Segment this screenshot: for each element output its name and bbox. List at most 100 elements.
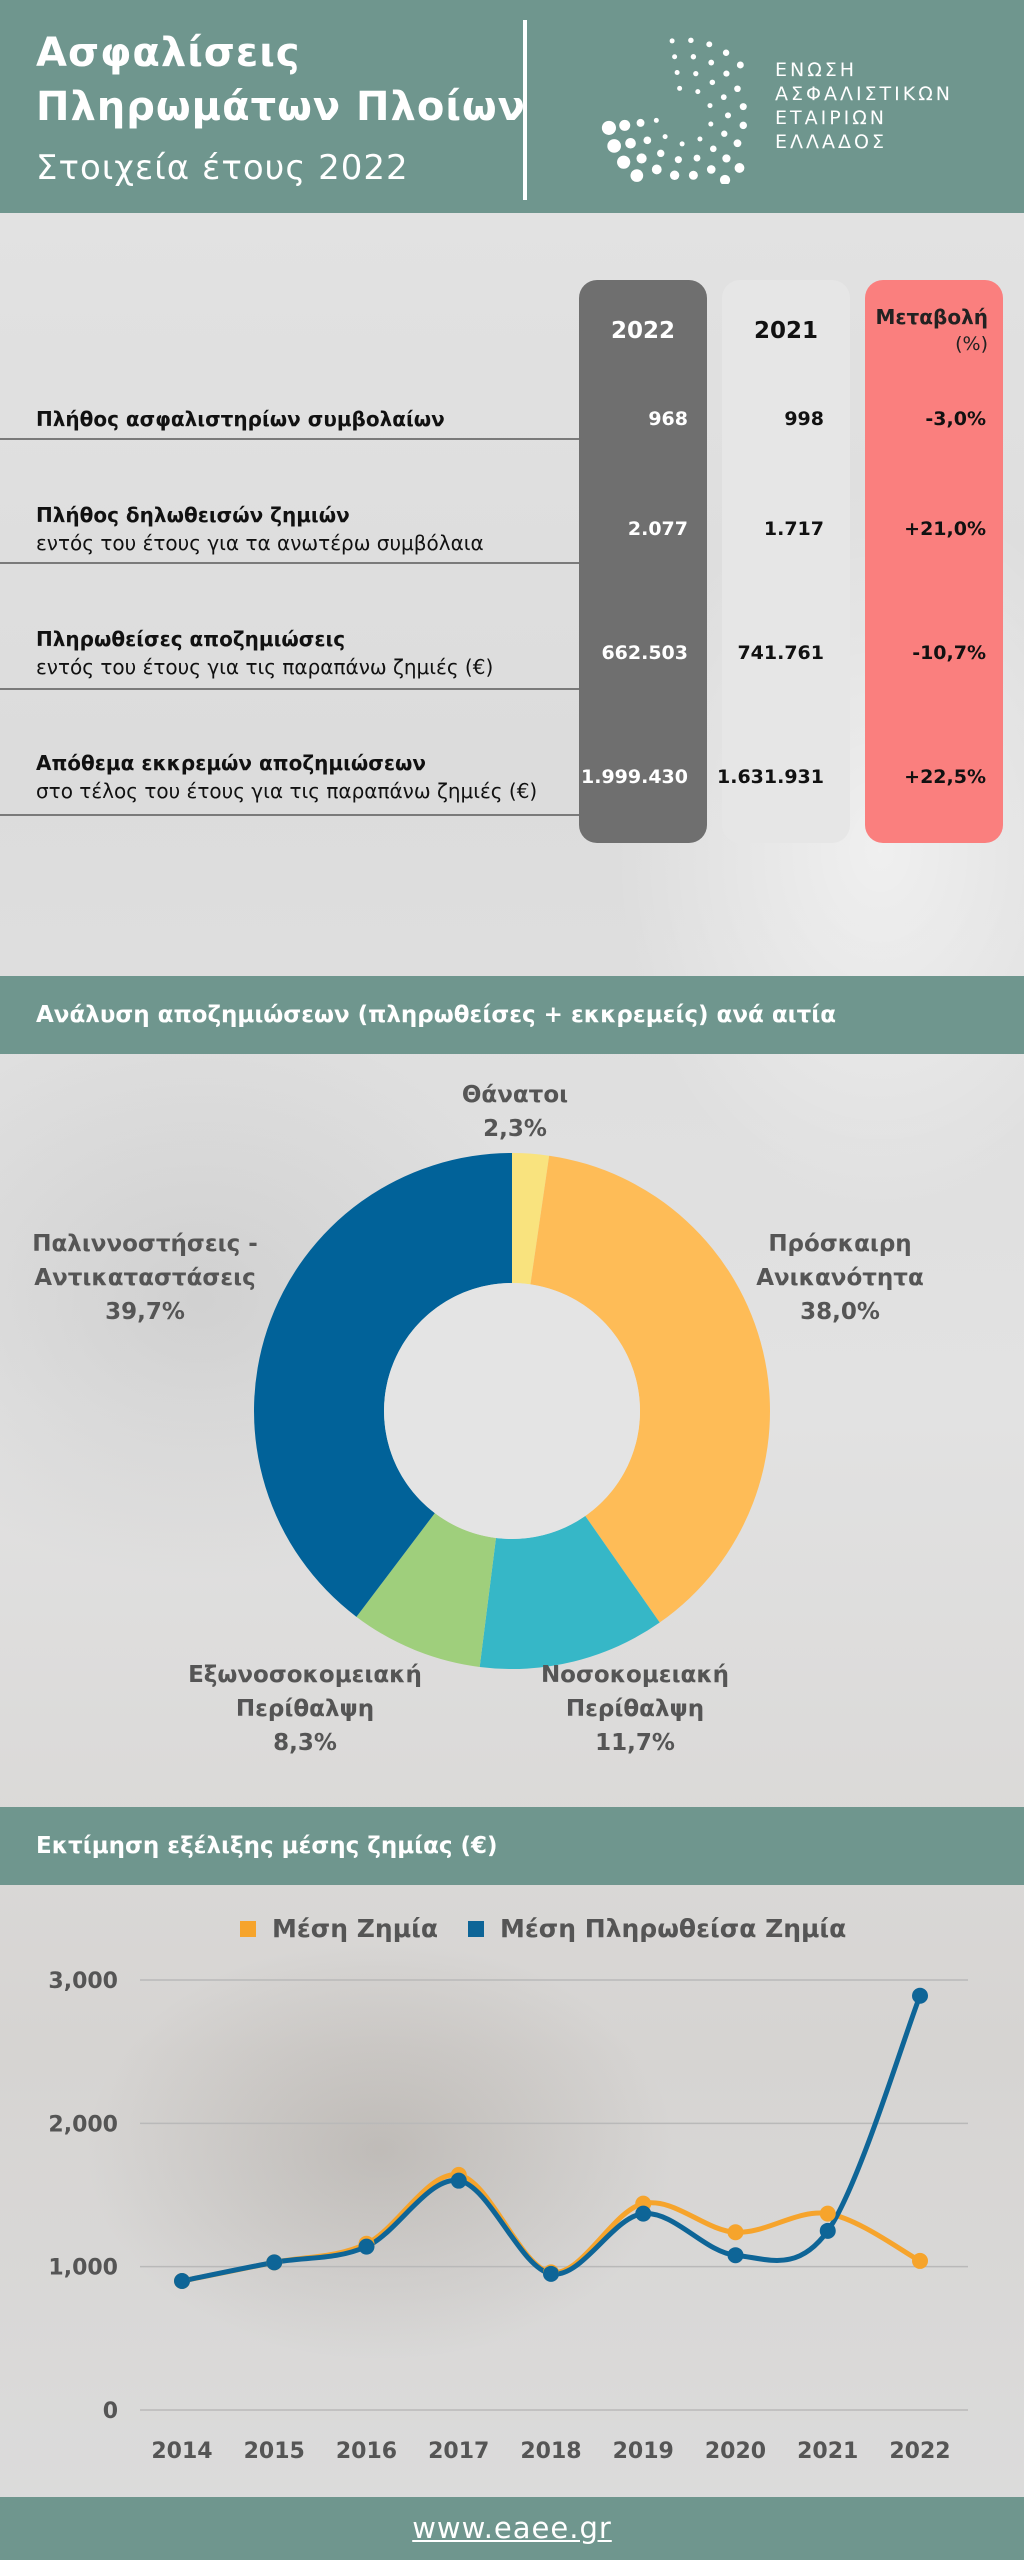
pie-label-deaths: Θάνατοι 2,3% xyxy=(455,1078,575,1146)
pie-label-value: 2,3% xyxy=(483,1116,547,1142)
cell-change: +21,0% xyxy=(904,518,986,540)
page-subtitle: Στοιχεία έτους 2022 xyxy=(36,148,409,188)
data-point-1 xyxy=(727,2247,744,2264)
data-point-1 xyxy=(174,2273,190,2289)
row-title: Απόθεμα εκκρεμών αποζημιώσεων xyxy=(36,751,426,775)
x-tick-label: 2014 xyxy=(151,2439,212,2464)
header-banner: Ασφαλίσεις Πληρωμάτων Πλοίων Στοιχεία έτ… xyxy=(0,0,1024,213)
logo-dot xyxy=(733,139,742,148)
logo-dot xyxy=(719,174,731,184)
donut-chart xyxy=(253,1153,771,1669)
logo-dot xyxy=(677,85,683,91)
logo-dot xyxy=(734,85,741,93)
logo-dot xyxy=(679,141,685,147)
logo-dot xyxy=(688,37,694,44)
section-band-pie: Ανάλυση αποζημιώσεων (πληρωθείσες + εκκρ… xyxy=(0,976,1024,1054)
x-tick-label: 2018 xyxy=(520,2439,581,2464)
logo-line: ΕΝΩΣΗ xyxy=(775,59,858,81)
y-tick-label: 2,000 xyxy=(48,2112,118,2137)
data-point-0 xyxy=(912,2252,928,2269)
cell-2021: 998 xyxy=(784,408,824,430)
pie-label-temporary-incapacity: Πρόσκαιρη Ανικανότητα 38,0% xyxy=(740,1227,940,1329)
pie-section-title: Ανάλυση αποζημιώσεων (πληρωθείσες + εκκρ… xyxy=(36,1002,837,1028)
row-divider xyxy=(0,814,579,816)
website-link[interactable]: www.eaee.gr xyxy=(412,2511,612,2545)
logo-dot xyxy=(724,112,732,119)
logo-dot xyxy=(693,70,699,77)
logo-dot xyxy=(688,170,698,180)
pie-label-text: Θάνατοι xyxy=(461,1082,569,1108)
x-tick-label: 2020 xyxy=(705,2439,766,2464)
logo-dot xyxy=(636,118,645,127)
column-header-change: Μεταβολή (%) xyxy=(870,305,989,355)
pie-label-value: 11,7% xyxy=(595,1730,675,1756)
logo-dot xyxy=(706,165,716,174)
logo-dot xyxy=(709,145,717,153)
logo-dot xyxy=(651,164,662,175)
cell-2022: 662.503 xyxy=(601,642,688,664)
logo-dot xyxy=(708,121,714,127)
x-tick-label: 2019 xyxy=(613,2439,674,2464)
row-subtitle: εντός του έτους για τις παραπάνω ζημιές … xyxy=(36,655,494,679)
column-header-2021: 2021 xyxy=(753,318,818,344)
logo-dot xyxy=(706,41,713,48)
header-divider xyxy=(523,20,527,200)
legend-swatch xyxy=(468,1921,484,1937)
x-tick-label: 2017 xyxy=(428,2439,489,2464)
logo-dot xyxy=(619,119,631,131)
pie-label-text: Εξωνοσοκομειακή Περίθαλψη xyxy=(188,1662,422,1722)
data-point-1 xyxy=(450,2172,467,2189)
eaee-logo-icon xyxy=(601,37,747,184)
y-tick-label: 3,000 xyxy=(48,1969,118,1994)
logo-dot xyxy=(720,94,727,101)
data-point-1 xyxy=(543,2265,559,2282)
logo-dot xyxy=(708,59,715,66)
cell-2022: 1.999.430 xyxy=(581,766,688,788)
data-point-0 xyxy=(819,2205,836,2222)
donut-slice-4 xyxy=(253,1153,513,1617)
logo-dot xyxy=(693,154,701,162)
logo-dot xyxy=(736,61,744,69)
logo-dot xyxy=(739,103,747,111)
row-title: Πληρωθείσες αποζημιώσεις xyxy=(36,627,346,651)
logo-dot xyxy=(697,136,703,142)
cell-change: -3,0% xyxy=(925,408,986,430)
pie-label-repatriations: Παλιννοστήσεις - Αντικαταστάσεις 39,7% xyxy=(20,1227,270,1329)
donut-slice-2 xyxy=(479,1515,660,1669)
logo-text: ΕΝΩΣΗ ΑΣΦΑΛΙΣΤΙΚΩΝ ΕΤΑΙΡΙΩΝ ΕΛΛΑΔΟΣ xyxy=(775,58,953,154)
legend-label: Μέση Ζημία xyxy=(272,1914,438,1943)
logo-dot xyxy=(695,89,701,95)
data-point-1 xyxy=(266,2254,283,2271)
logo-dot xyxy=(636,153,647,164)
row-subtitle: εντός του έτους για τα ανωτέρω συμβόλαια xyxy=(36,531,484,555)
page-title: Ασφαλίσεις Πληρωμάτων Πλοίων xyxy=(36,30,526,130)
donut-slice-1 xyxy=(530,1155,771,1623)
logo-dot xyxy=(669,38,675,44)
donut-slice-3 xyxy=(356,1513,496,1667)
pie-label-value: 38,0% xyxy=(800,1299,880,1325)
logo-line: ΕΤΑΙΡΙΩΝ xyxy=(775,107,888,129)
cell-2022: 968 xyxy=(648,408,688,430)
row-label: Απόθεμα εκκρεμών αποζημιώσεων στο τέλος … xyxy=(36,749,537,805)
logo-dot xyxy=(607,139,621,153)
logo-dot xyxy=(722,154,731,163)
row-divider xyxy=(0,688,579,690)
cell-2021: 1.717 xyxy=(763,518,824,540)
data-point-1 xyxy=(819,2222,836,2239)
logo-dot xyxy=(630,169,644,182)
logo-dot xyxy=(721,130,728,137)
pie-label-value: 8,3% xyxy=(273,1730,337,1756)
legend-label: Μέση Πληρωθείσα Ζημία xyxy=(500,1914,846,1943)
logo-line: ΑΣΦΑΛΙΣΤΙΚΩΝ xyxy=(775,83,953,105)
pie-label-outpatient-care: Εξωνοσοκομειακή Περίθαλψη 8,3% xyxy=(180,1658,430,1760)
logo-dot xyxy=(674,156,682,164)
pie-label-hospital-care: Νοσοκομειακή Περίθαλψη 11,7% xyxy=(540,1658,730,1760)
line-chart: 0 1,000 2,000 3,000 2014 2015 2016 2017 2018 2019… xyxy=(48,1914,968,2464)
row-label: Πλήθος δηλωθεισών ζημιών εντός του έτους… xyxy=(36,501,484,557)
data-point-1 xyxy=(912,1987,928,2004)
logo-dot xyxy=(625,137,636,149)
column-header-2022: 2022 xyxy=(610,318,675,344)
cell-2021: 1.631.931 xyxy=(717,766,824,788)
logo-dot xyxy=(643,136,652,145)
cell-2021: 741.761 xyxy=(737,642,824,664)
